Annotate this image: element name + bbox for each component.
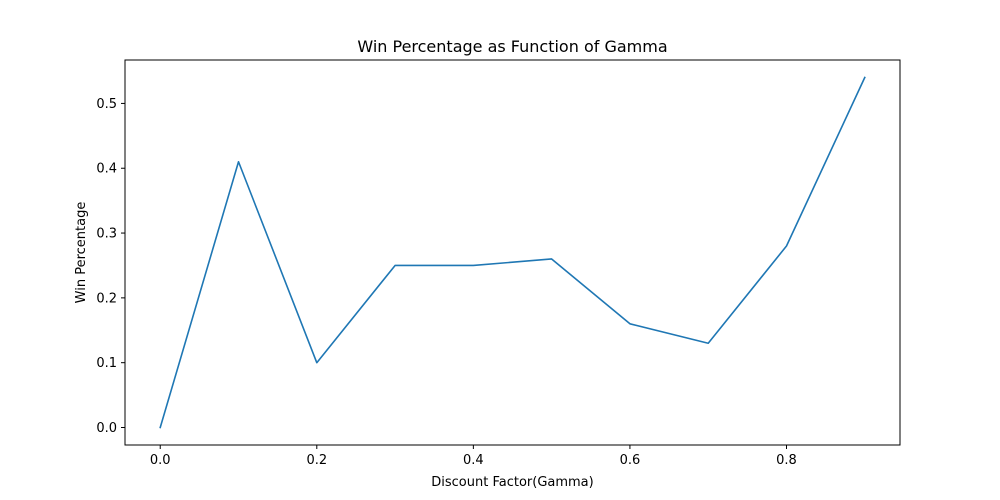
data-point	[393, 263, 398, 268]
data-point	[471, 263, 476, 268]
data-point	[706, 341, 711, 346]
y-tick-label: 0.5	[96, 97, 117, 112]
data-point	[784, 244, 789, 249]
x-tick-label: 0.8	[776, 453, 797, 468]
y-tick-label: 0.0	[96, 421, 117, 436]
y-tick-label: 0.4	[96, 162, 117, 177]
data-point	[158, 425, 163, 430]
y-axis-label: Win Percentage	[74, 202, 89, 304]
y-tick-label: 0.1	[96, 356, 117, 371]
data-point	[862, 75, 867, 80]
x-tick-label: 0.2	[306, 453, 327, 468]
data-point	[236, 159, 241, 164]
chart-title: Win Percentage as Function of Gamma	[357, 37, 667, 56]
x-axis-ticks: 0.0 0.2 0.4 0.6 0.8	[150, 445, 797, 468]
data-point	[627, 321, 632, 326]
axes-frame	[124, 59, 901, 446]
series-line	[159, 76, 866, 429]
x-axis-label: Discount Factor(Gamma)	[431, 475, 593, 490]
series-layer	[158, 75, 867, 430]
x-tick-label: 0.4	[463, 453, 484, 468]
data-point	[549, 256, 554, 261]
y-tick-label: 0.3	[96, 227, 117, 242]
data-point	[314, 360, 319, 365]
y-tick-label: 0.2	[96, 291, 117, 306]
x-tick-label: 0.6	[620, 453, 641, 468]
x-tick-label: 0.0	[150, 453, 171, 468]
y-axis-ticks: 0.0 0.1 0.2 0.3 0.4 0.5	[96, 97, 125, 436]
